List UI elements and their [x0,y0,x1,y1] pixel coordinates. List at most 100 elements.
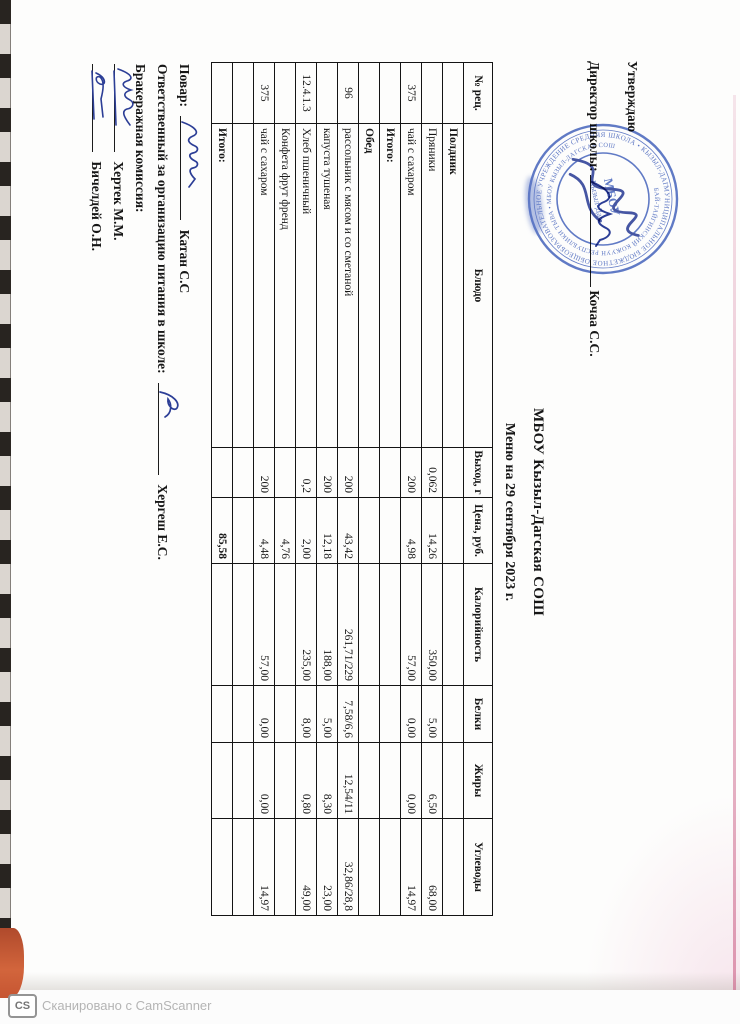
cell-protein [379,685,401,743]
cell-carbs [232,818,254,916]
cell-output [211,447,233,498]
cell-protein: 8,00 [295,685,317,743]
responsible-name: Хергеш Е.С. [155,484,170,560]
cook-name: Катан С.С [177,229,192,294]
stamp-signature-ink [568,157,640,237]
cell-output [358,447,380,498]
menu-table: № рец. Блюдо Выход, г Цена, руб. Калорийност… [211,62,493,916]
cell-dish: Обед [358,123,380,448]
cook-signature-line [180,116,199,221]
table-row [232,62,254,916]
cell-recipe: 375 [400,62,422,124]
cell-price: 12,18 [316,497,338,564]
responsible-signature-ink [159,391,179,418]
member2-signature-ink [91,70,106,120]
responsible-label: Ответственный за организацию питания в ш… [155,64,170,374]
cell-protein [211,685,233,743]
cell-calories [232,563,254,686]
cook-label: Повар: [177,64,192,107]
cook-signature-row: Повар: Катан С.С [177,64,199,560]
column-header: Жиры [463,742,493,819]
cell-protein [232,685,254,743]
cell-dish: чай с сахаром [400,123,422,448]
cell-output: 200 [253,447,275,498]
cell-price: 43,42 [337,497,359,564]
table-row: 375 чай с сахаром 200 4,98 57,00 0,00 0,00 14,9… [400,62,422,916]
cell-recipe [274,62,296,124]
cell-protein: 0,00 [253,685,275,743]
cell-price [442,497,464,564]
cell-fat: 0,00 [400,742,422,819]
cell-protein [274,685,296,743]
cell-fat [358,742,380,819]
cell-price [232,497,254,564]
cell-recipe [442,62,464,124]
cell-price: 85,58 [211,497,233,564]
cell-dish: Конфета фрут френд [274,123,296,448]
camscanner-logo-icon: CS [8,994,37,1018]
responsible-signature-line [158,383,179,476]
member1-name: Хертек М.М. [111,161,126,241]
responsible-signature-row: Ответственный за организацию питания в ш… [155,64,179,560]
column-header: № рец. [463,62,493,124]
cell-calories: 261,71/229 [337,563,359,686]
cell-protein: 5,00 [316,685,338,743]
cell-calories [358,563,380,686]
approval-block: Утверждаю Директор школы: Кочаа С.С. [586,61,640,357]
scan-background [0,990,740,1024]
cell-protein: 0,00 [400,685,422,743]
cell-fat: 0,80 [295,742,317,819]
table-row: Пряники 0,062 14,26 350,00 5,00 6,50 68,00 [421,62,443,916]
scan-edge-pink-line [733,95,736,1010]
cell-recipe: 12.4.1.3 [295,62,317,124]
commission-label-row: Бракеражная комиссия: [133,64,148,560]
cell-dish: капуста тушеная [316,123,338,448]
cell-carbs [274,818,296,916]
cell-fat: 6,50 [421,742,443,819]
cell-fat: 0,00 [253,742,275,819]
cell-price: 4,48 [253,497,275,564]
cell-carbs: 32,86/28,8 [337,818,359,916]
cell-fat [379,742,401,819]
cell-recipe [316,62,338,124]
scan-corner-tint [570,776,740,1006]
table-row: капуста тушеная 200 12,18 188,00 5,00 8,30 23,… [316,62,338,916]
scan-page-bottom-shadow [0,972,740,990]
column-header: Белки [463,685,493,743]
cell-dish: Итого: [211,123,233,448]
cell-protein: 5,00 [421,685,443,743]
member2-signature-row: Бичелдей О.Н. [89,64,106,560]
column-header: Калорийность [463,563,493,686]
cell-carbs [211,818,233,916]
cell-carbs: 14,97 [253,818,275,916]
cell-output [232,447,254,498]
signatures-block: Повар: Катан С.С Ответственный за органи… [82,64,199,560]
column-header: Углеводы [463,818,493,916]
school-stamp: МУНИЦИПАЛЬНОЕ БЮДЖЕТНОЕ ОБЩЕОБРАЗОВАТЕЛЬ… [509,105,697,292]
cell-price: 14,26 [421,497,443,564]
cell-dish: Пряники [421,123,443,448]
school-title: МБОУ Кызыл-Дагская СОШ [530,408,546,616]
cell-calories: 350,00 [421,563,443,686]
member1-signature-ink [113,68,134,126]
member1-signature-line [113,64,134,152]
scan-edge-binding-strip [0,0,11,1002]
cell-output [274,447,296,498]
member2-signature-line [91,64,106,152]
cell-calories: 188,00 [316,563,338,686]
column-header: Цена, руб. [463,497,493,564]
cell-fat [211,742,233,819]
cell-carbs [379,818,401,916]
cell-output: 200 [337,447,359,498]
cell-output: 0,062 [421,447,443,498]
cell-output [442,447,464,498]
cell-fat: 12,54/11 [337,742,359,819]
member1-signature-row: Хертек М.М. [111,64,134,560]
table-row: Итого: 85,58 [211,62,233,916]
cell-price: 2,00 [295,497,317,564]
cell-carbs: 23,00 [316,818,338,916]
cell-carbs [442,818,464,916]
cell-recipe [232,62,254,124]
cell-recipe: 96 [337,62,359,124]
camscanner-watermark: Сканировано с CamScanner [42,998,212,1013]
